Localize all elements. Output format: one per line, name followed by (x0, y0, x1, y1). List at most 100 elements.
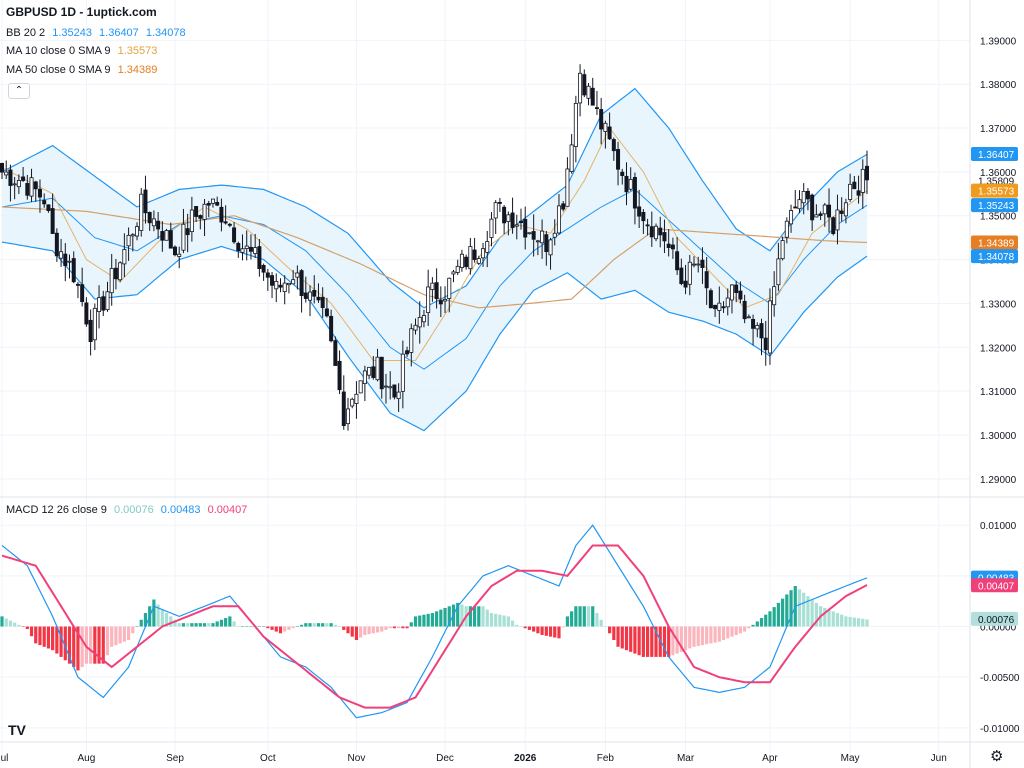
candle-body (459, 253, 464, 268)
macd-histogram-bar (565, 616, 570, 627)
macd-histogram-bar (489, 613, 494, 627)
macd-histogram-bar (574, 606, 578, 627)
macd-histogram-bar (578, 606, 582, 627)
macd-signal-value: 0.00407 (207, 504, 248, 516)
candle-body (151, 218, 156, 227)
candle-body (616, 149, 621, 170)
macd-histogram-bar (245, 626, 249, 628)
collapse-legend-button[interactable]: ⌃ (8, 83, 30, 99)
candle-body (742, 300, 747, 320)
candle-body (662, 232, 667, 242)
candle-body (316, 296, 321, 301)
macd-histogram-bar (544, 626, 548, 636)
candle-body (198, 215, 203, 219)
macd-histogram-bar (397, 626, 401, 629)
macd-line (1, 524, 868, 719)
candle-body (734, 284, 739, 293)
macd-histogram-bar (856, 618, 861, 627)
candle-body (160, 231, 165, 241)
candle-body (649, 226, 654, 238)
candle-body (4, 171, 9, 176)
price-badge-bg (971, 198, 1018, 213)
time-tick-label: Dec (436, 753, 454, 764)
macd-histogram-bar (523, 626, 527, 629)
macd-histogram-bar (650, 626, 654, 657)
macd-histogram-bar (772, 607, 776, 627)
candle-body (848, 183, 853, 200)
macd-histogram-bar (848, 616, 852, 627)
bb-value-3: 1.34078 (145, 27, 186, 39)
macd-histogram-bar (198, 623, 202, 627)
ma10-legend[interactable]: MA 10 close 0 SMA 9 1.35573 (6, 45, 157, 57)
candle-body (624, 175, 629, 193)
macd-histogram-bar (177, 623, 181, 627)
candle-body (383, 385, 388, 388)
macd-histogram-bar (548, 626, 553, 637)
tradingview-logo[interactable]: TV (8, 722, 26, 738)
macd-histogram-bar (654, 626, 658, 657)
candle-body (700, 259, 705, 268)
candle-body (763, 337, 768, 351)
candle-body (632, 176, 637, 209)
candle-body (172, 246, 177, 256)
macd-histogram-bar (122, 626, 126, 642)
macd-histogram-bar (561, 626, 565, 628)
macd-histogram-bar (595, 613, 599, 627)
candle-body (687, 261, 692, 285)
candle-body (417, 317, 422, 328)
macd-histogram-bar (751, 624, 755, 627)
candle-body (620, 171, 625, 176)
candle-body (843, 202, 848, 217)
macd-histogram-bar (519, 626, 523, 628)
macd-histogram-bar (768, 611, 772, 627)
candle-body (835, 209, 840, 231)
macd-histogram-bar (110, 626, 114, 647)
macd-histogram-bar (460, 604, 464, 627)
candle-body (767, 300, 772, 354)
candle-body (164, 230, 169, 241)
macd-histogram-bar (510, 620, 515, 627)
macd-badge: 0.00407 (978, 581, 1015, 592)
macd-tick-label: -0.00500 (980, 673, 1020, 684)
macd-histogram-bar (641, 626, 645, 657)
time-tick-label: 2026 (514, 753, 537, 764)
macd-histogram-bar (232, 621, 236, 627)
macd-histogram-bar (582, 606, 586, 627)
candle-body (12, 183, 17, 186)
candle-body (232, 227, 237, 243)
candle-body (481, 248, 486, 259)
macd-histogram-bar (308, 623, 312, 627)
candle-body (337, 360, 342, 391)
macd-histogram-bar (287, 626, 291, 630)
macd-histogram-bar (236, 626, 240, 628)
time-tick-label: Jun (931, 753, 947, 764)
macd-badge: 0.00076 (978, 615, 1015, 626)
candle-body (227, 223, 232, 226)
candle-body (413, 324, 418, 331)
macd-histogram-bar (591, 606, 595, 627)
macd-histogram-bar (502, 615, 506, 627)
macd-histogram-bar (59, 626, 63, 657)
candle-body (443, 298, 448, 302)
macd-legend[interactable]: MACD 12 26 close 9 0.00076 0.00483 0.004… (6, 504, 247, 516)
macd-histogram-bar (181, 623, 186, 627)
candle-body (75, 283, 80, 286)
bb-legend[interactable]: BB 20 2 1.35243 1.36407 1.34078 (6, 27, 186, 39)
gear-icon[interactable]: ⚙ (990, 748, 1004, 765)
macd-histogram-bar (413, 616, 418, 627)
macd-histogram-bar (662, 626, 667, 657)
chart-title: GBPUSD 1D - 1uptick.com (6, 5, 157, 19)
candle-body (666, 243, 671, 248)
candle-body (708, 290, 713, 309)
candle-body (257, 246, 262, 269)
candle-body (426, 286, 431, 314)
macd-histogram-bar (278, 626, 283, 634)
ma50-legend[interactable]: MA 50 close 0 SMA 9 1.34389 (6, 64, 157, 76)
candle-body (827, 204, 832, 218)
candle-body (396, 391, 401, 400)
candle-body (578, 72, 583, 104)
macd-histogram-bar (257, 626, 261, 628)
candle-body (261, 264, 266, 273)
macd-histogram-bar (785, 594, 789, 627)
